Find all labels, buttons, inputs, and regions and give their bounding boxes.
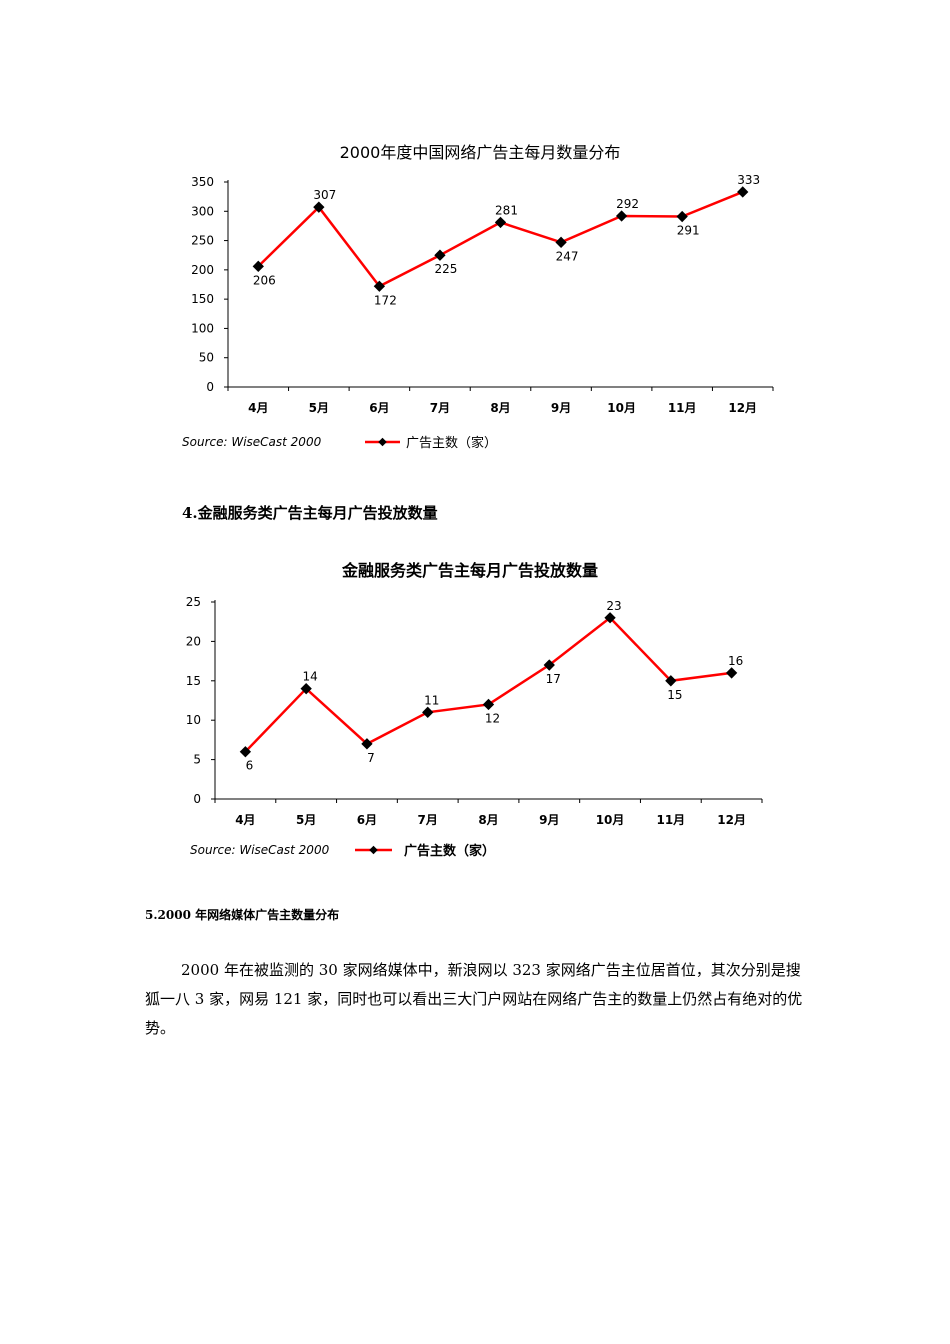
x-tick-label: 7月 — [430, 401, 450, 415]
y-tick-label: 0 — [193, 792, 201, 806]
data-point-marker — [434, 249, 446, 261]
data-label: 12 — [485, 711, 500, 725]
data-point-marker — [725, 667, 738, 679]
data-point-marker — [604, 612, 616, 624]
data-label: 172 — [374, 293, 397, 307]
x-tick-label: 6月 — [369, 401, 389, 415]
legend-label: 广告主数（家） — [406, 435, 497, 451]
data-label: 14 — [303, 670, 318, 684]
series-line — [244, 616, 732, 753]
x-tick-label: 10月 — [596, 813, 625, 827]
data-label: 6 — [246, 759, 254, 773]
data-point-marker — [482, 698, 495, 711]
y-tick-label: 20 — [186, 634, 201, 648]
data-label: 247 — [556, 249, 579, 263]
y-tick-label: 250 — [191, 234, 214, 248]
chart-monthly-advertisers-svg: 2000年度中国网络广告主每月数量分布 0 50 100 150 200 250 300 350… — [182, 143, 774, 451]
legend-marker — [369, 845, 378, 855]
x-tick-label: 8月 — [478, 813, 498, 827]
x-tick-label: 11月 — [668, 401, 697, 415]
chart-financial-advertisers-svg: 金融服务类广告主每月广告投放数量 0 5 10 15 20 25 4月 5月 6月 7月 8月 9月 10… — [186, 561, 763, 859]
source-note: Source: WiseCast 2000 — [182, 435, 322, 449]
x-tick-label: 12月 — [717, 813, 746, 827]
y-tick-label: 15 — [186, 674, 201, 688]
y-tick-label: 300 — [191, 204, 214, 218]
chart-financial-advertisers: 金融服务类广告主每月广告投放数量 0 5 10 15 20 25 4月 5月 6月 7月 8月 9月 10… — [0, 550, 950, 870]
legend-marker — [378, 437, 387, 447]
x-tick-label: 4月 — [248, 401, 268, 415]
x-tick-label: 10月 — [607, 401, 636, 415]
data-label: 23 — [606, 599, 621, 613]
section-heading-5: 5.2000 年网络媒体广告主数量分布 — [145, 908, 340, 922]
y-tick-label: 350 — [191, 175, 214, 189]
source-note: Source: WiseCast 2000 — [190, 843, 330, 857]
x-tick-label: 7月 — [418, 813, 438, 827]
data-label: 291 — [677, 224, 700, 238]
y-tick-label: 200 — [191, 263, 214, 277]
y-tick-label: 0 — [206, 380, 214, 394]
data-label: 281 — [495, 203, 518, 217]
data-label: 333 — [737, 173, 760, 187]
data-label: 225 — [434, 262, 457, 276]
x-tick-label: 4月 — [235, 813, 255, 827]
legend-label: 广告主数（家） — [404, 843, 495, 859]
data-point-marker — [373, 280, 386, 292]
data-label: 17 — [546, 672, 561, 686]
data-point-marker — [300, 683, 312, 695]
data-point-marker — [737, 186, 749, 198]
data-label: 16 — [728, 654, 743, 668]
chart-title: 金融服务类广告主每月广告投放数量 — [341, 561, 598, 580]
x-tick-label: 11月 — [656, 813, 685, 827]
data-point-marker — [494, 216, 507, 229]
data-point-marker — [676, 210, 688, 223]
body-paragraph: 2000 年在被监测的 30 家网络媒体中，新浪网以 323 家网络广告主位居首… — [145, 961, 803, 1037]
y-tick-label: 150 — [191, 292, 214, 306]
data-label: 307 — [313, 188, 336, 202]
x-tick-label: 6月 — [357, 813, 377, 827]
data-label: 206 — [253, 273, 276, 287]
y-tick-label: 100 — [191, 321, 214, 335]
data-label: 7 — [367, 751, 375, 765]
data-point-marker — [239, 746, 252, 758]
data-point-marker — [555, 236, 567, 248]
data-point-marker — [361, 738, 373, 750]
x-tick-label: 5月 — [296, 813, 316, 827]
y-tick-label: 5 — [193, 753, 201, 767]
y-tick-label: 25 — [186, 595, 201, 609]
data-label: 11 — [424, 693, 439, 707]
section-heading-4: 4.金融服务类广告主每月广告投放数量 — [182, 504, 438, 522]
x-tick-label: 9月 — [551, 401, 571, 415]
x-tick-label: 5月 — [309, 401, 329, 415]
data-point-marker — [615, 210, 628, 222]
x-tick-label: 12月 — [728, 401, 757, 415]
x-tick-label: 9月 — [539, 813, 559, 827]
chart-monthly-advertisers: 2000年度中国网络广告主每月数量分布 0 50 100 150 200 250 300 350… — [0, 130, 950, 470]
data-label: 292 — [616, 197, 639, 211]
y-tick-label: 50 — [199, 351, 214, 365]
y-tick-label: 10 — [186, 713, 201, 727]
data-point-marker — [252, 260, 264, 272]
data-point-marker — [422, 706, 434, 718]
data-label: 15 — [667, 688, 682, 702]
x-tick-label: 8月 — [490, 401, 510, 415]
chart-title: 2000年度中国网络广告主每月数量分布 — [340, 143, 621, 162]
